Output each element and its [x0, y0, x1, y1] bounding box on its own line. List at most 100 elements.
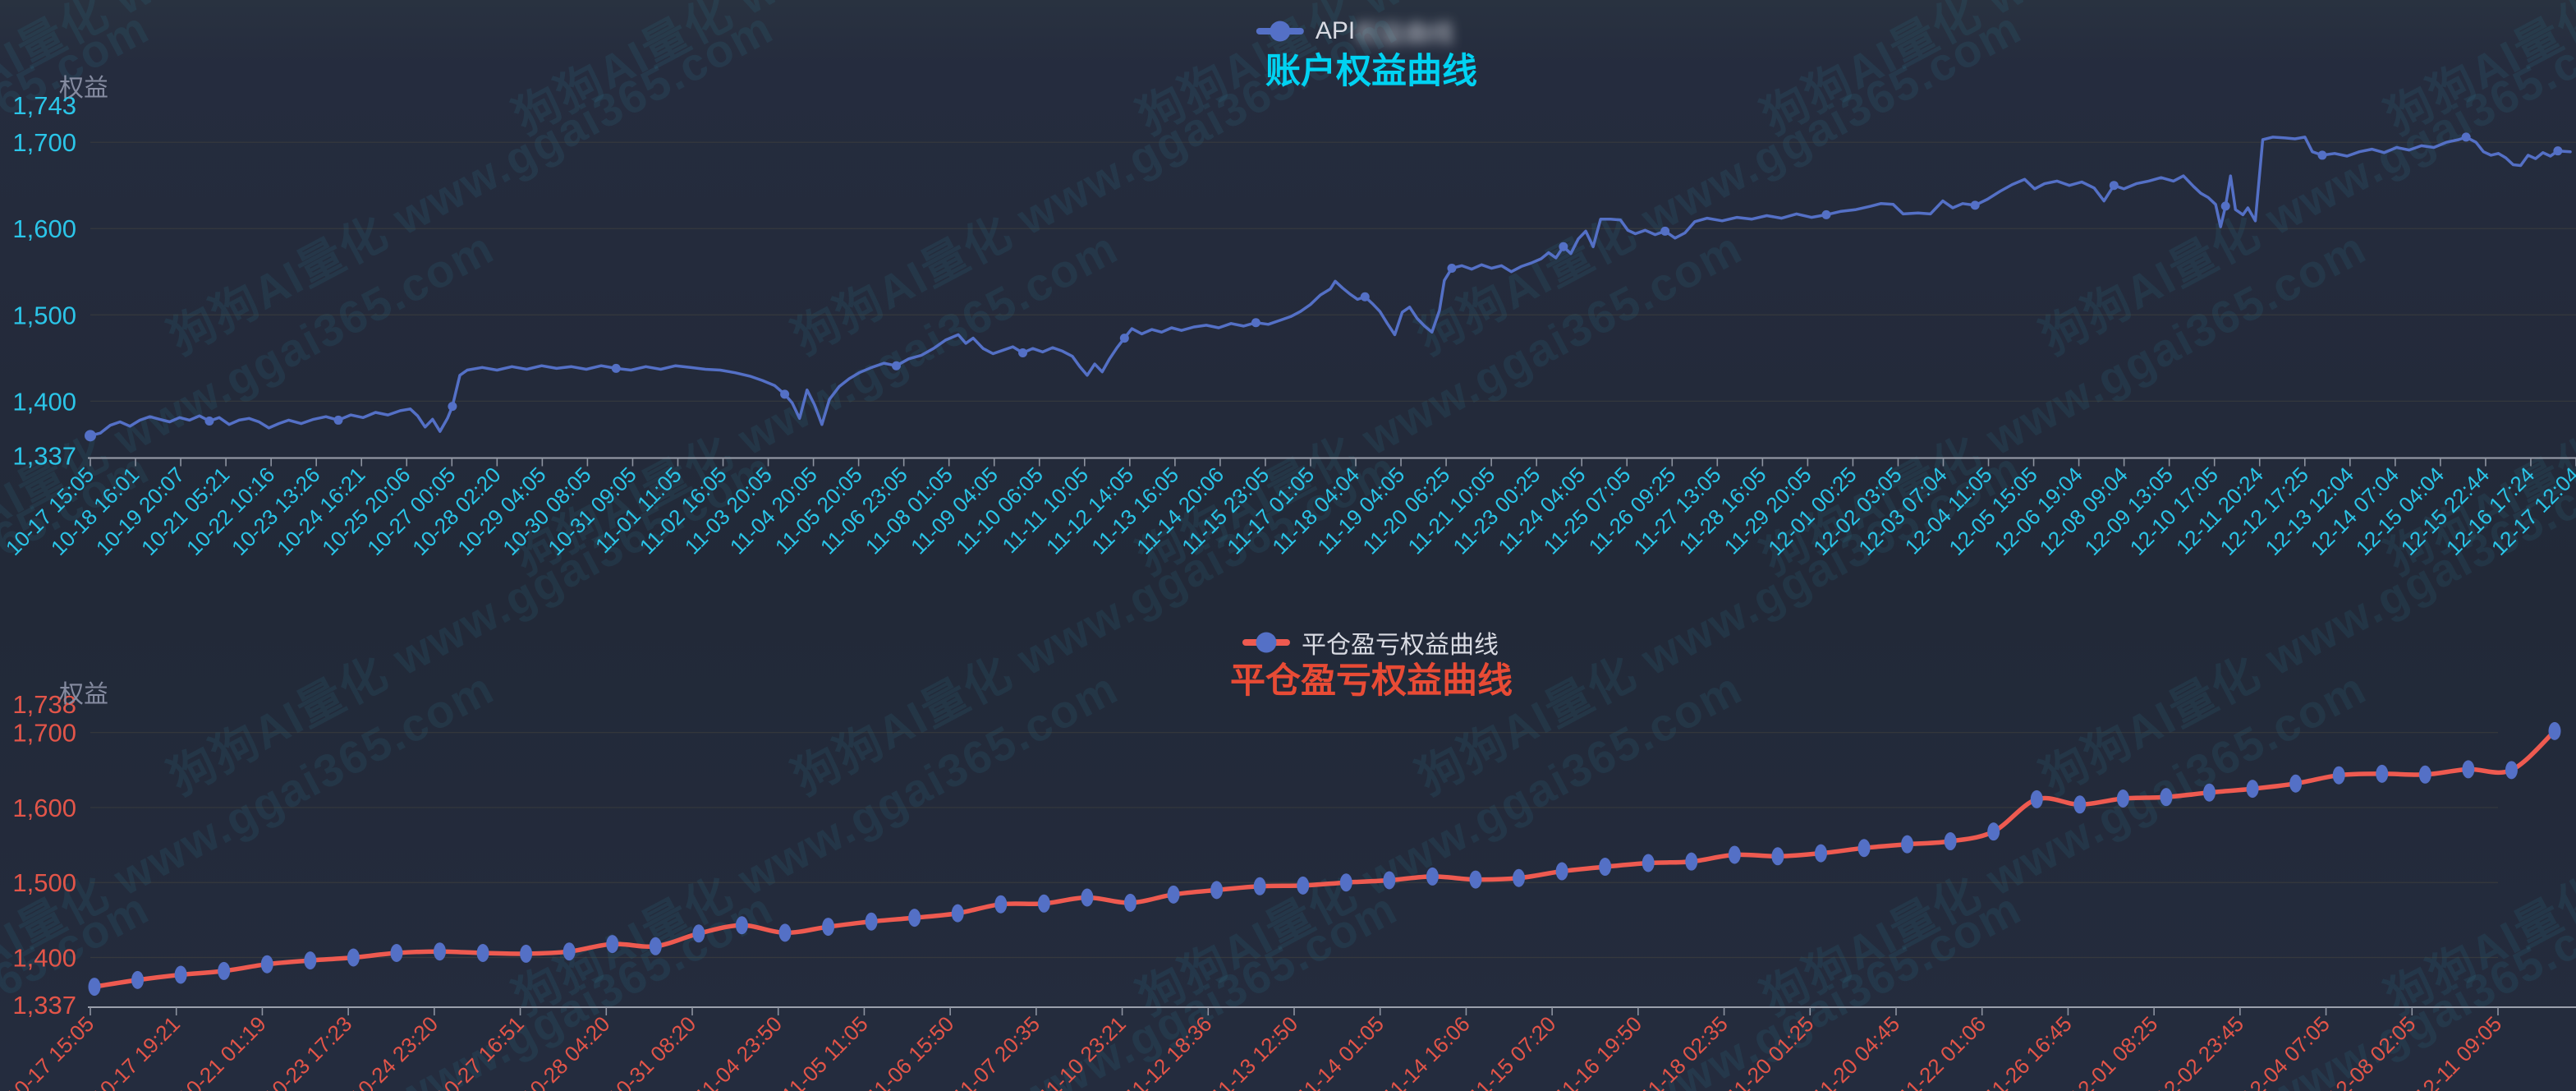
- account-equity-legend[interactable]: API 权益曲线: [1256, 13, 1453, 49]
- data-point-marker[interactable]: [951, 904, 964, 923]
- data-point-marker[interactable]: [611, 363, 621, 373]
- data-point-marker[interactable]: [1513, 868, 1526, 887]
- data-point-marker[interactable]: [2376, 764, 2389, 783]
- data-point-marker[interactable]: [735, 916, 748, 935]
- x-axis-label: 12-04 07:05: [2236, 1011, 2334, 1091]
- data-point-marker[interactable]: [649, 937, 662, 955]
- legend-label-redacted: 权益曲线: [1355, 21, 1454, 48]
- data-point-marker[interactable]: [892, 361, 901, 371]
- data-point-marker[interactable]: [822, 918, 835, 937]
- data-point-marker[interactable]: [1383, 871, 1396, 890]
- y-axis-label: 1,743: [12, 91, 76, 120]
- y-axis-label: 1,500: [12, 301, 76, 329]
- data-point-marker[interactable]: [333, 415, 343, 425]
- data-point-marker[interactable]: [1426, 867, 1439, 886]
- data-point-marker[interactable]: [1339, 873, 1352, 892]
- data-point-marker[interactable]: [2461, 132, 2471, 142]
- data-point-marker[interactable]: [1728, 845, 1741, 864]
- data-point-marker[interactable]: [908, 909, 921, 928]
- data-point-marker[interactable]: [1685, 852, 1698, 871]
- legend-label: API 权益曲线: [1316, 13, 1453, 49]
- data-point-marker[interactable]: [1970, 200, 1980, 210]
- data-point-marker[interactable]: [1944, 832, 1957, 851]
- data-point-marker[interactable]: [2203, 783, 2216, 802]
- data-point-marker[interactable]: [1642, 854, 1655, 872]
- data-point-marker[interactable]: [1660, 226, 1670, 236]
- data-point-marker[interactable]: [131, 970, 145, 989]
- data-point-marker[interactable]: [1037, 894, 1050, 913]
- data-point-marker[interactable]: [85, 430, 96, 442]
- y-axis-label: 1,700: [12, 719, 76, 748]
- data-point-marker[interactable]: [1251, 318, 1260, 328]
- data-point-marker[interactable]: [520, 944, 533, 963]
- data-point-marker[interactable]: [2462, 760, 2475, 779]
- data-point-marker[interactable]: [1297, 876, 1310, 895]
- data-point-marker[interactable]: [780, 389, 790, 399]
- account-equity-line[interactable]: [89, 136, 2572, 438]
- data-point-marker[interactable]: [88, 978, 101, 997]
- data-point-marker[interactable]: [865, 912, 878, 931]
- data-point-marker[interactable]: [1821, 209, 1831, 219]
- data-point-marker[interactable]: [2246, 780, 2259, 799]
- data-point-marker[interactable]: [1559, 242, 1568, 251]
- x-axis-label: 11-10 23:21: [1034, 1011, 1131, 1091]
- x-axis-label: 10-21 01:19: [172, 1011, 270, 1091]
- data-point-marker[interactable]: [260, 955, 273, 974]
- data-point-marker[interactable]: [390, 944, 403, 963]
- data-point-marker[interactable]: [2289, 774, 2303, 793]
- data-point-marker[interactable]: [1469, 870, 1482, 889]
- data-point-marker[interactable]: [2548, 721, 2561, 740]
- data-point-marker[interactable]: [1253, 877, 1266, 895]
- data-point-marker[interactable]: [448, 402, 457, 412]
- data-point-marker[interactable]: [606, 935, 619, 954]
- data-point-marker[interactable]: [778, 923, 792, 942]
- data-point-marker[interactable]: [1857, 839, 1871, 858]
- data-point-marker[interactable]: [562, 942, 576, 961]
- data-point-marker[interactable]: [2317, 150, 2327, 160]
- x-axis-label: 11-06 15:50: [861, 1011, 958, 1091]
- data-point-marker[interactable]: [347, 948, 360, 967]
- data-point-marker[interactable]: [218, 961, 231, 980]
- data-point-marker[interactable]: [1555, 862, 1568, 881]
- data-point-marker[interactable]: [2109, 181, 2119, 191]
- data-point-marker[interactable]: [204, 416, 214, 426]
- data-point-marker[interactable]: [1119, 334, 1129, 343]
- data-point-marker[interactable]: [1018, 348, 1028, 357]
- data-point-marker[interactable]: [1599, 858, 1612, 877]
- data-point-marker[interactable]: [2160, 788, 2173, 807]
- x-axis-label: 11-26 16:45: [1980, 1011, 2077, 1091]
- data-point-marker[interactable]: [2505, 761, 2518, 780]
- data-point-marker[interactable]: [1771, 847, 1784, 866]
- data-point-marker[interactable]: [1987, 822, 2000, 841]
- data-point-marker[interactable]: [2073, 795, 2087, 814]
- data-point-marker[interactable]: [1814, 844, 1827, 863]
- y-axis-label: 1,700: [12, 128, 76, 157]
- data-point-marker[interactable]: [1447, 264, 1457, 274]
- data-point-marker[interactable]: [1901, 835, 1914, 854]
- data-point-marker[interactable]: [1210, 881, 1224, 900]
- data-point-marker[interactable]: [1167, 885, 1180, 904]
- data-point-marker[interactable]: [2030, 789, 2043, 808]
- x-axis-label: 11-12 18:36: [1120, 1011, 1217, 1091]
- data-point-marker[interactable]: [1360, 292, 1370, 302]
- closed-pnl-title: 平仓盈亏权益曲线: [1230, 661, 1513, 701]
- x-axis-label: 11-05 11:05: [777, 1011, 873, 1091]
- data-point-marker[interactable]: [174, 965, 187, 984]
- data-point-marker[interactable]: [2116, 789, 2129, 808]
- data-point-marker[interactable]: [1081, 888, 1094, 907]
- data-point-marker[interactable]: [304, 951, 317, 970]
- data-point-marker[interactable]: [1123, 893, 1136, 912]
- y-axis-label: 1,337: [12, 991, 76, 1020]
- x-axis-label: 12-02 23:45: [2151, 1011, 2248, 1091]
- data-point-marker[interactable]: [2332, 766, 2345, 785]
- data-point-marker[interactable]: [433, 942, 446, 961]
- data-point-marker[interactable]: [2553, 146, 2563, 156]
- closed-pnl-legend[interactable]: 平仓盈亏权益曲线: [1242, 624, 1499, 661]
- data-point-marker[interactable]: [2220, 201, 2230, 211]
- data-point-marker[interactable]: [692, 924, 705, 943]
- data-point-marker[interactable]: [2418, 765, 2431, 784]
- data-point-marker[interactable]: [994, 895, 1008, 914]
- data-point-marker[interactable]: [476, 944, 489, 963]
- closed-pnl-equity-line[interactable]: [92, 729, 2557, 989]
